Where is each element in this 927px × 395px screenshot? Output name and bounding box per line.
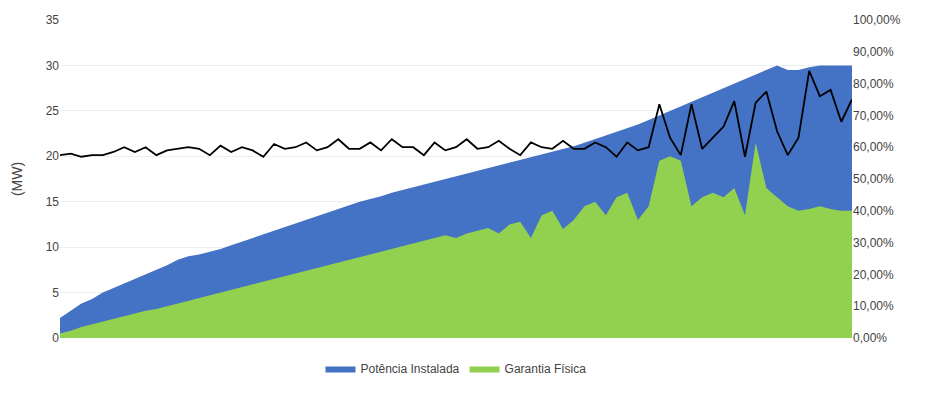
svg-text:40,00%: 40,00% [853, 204, 894, 218]
svg-text:20,00%: 20,00% [853, 268, 894, 282]
svg-text:0: 0 [52, 331, 59, 345]
svg-text:Potência Instalada: Potência Instalada [361, 362, 460, 376]
svg-text:100,00%: 100,00% [853, 13, 901, 27]
svg-text:25: 25 [46, 104, 60, 118]
svg-text:0,00%: 0,00% [853, 331, 887, 345]
svg-text:50,00%: 50,00% [853, 172, 894, 186]
svg-text:15: 15 [46, 195, 60, 209]
svg-text:30: 30 [46, 59, 60, 73]
svg-text:80,00%: 80,00% [853, 77, 894, 91]
svg-text:10: 10 [46, 240, 60, 254]
svg-text:70,00%: 70,00% [853, 109, 894, 123]
svg-text:10,00%: 10,00% [853, 299, 894, 313]
svg-text:Garantia Física: Garantia Física [505, 362, 587, 376]
svg-text:60,00%: 60,00% [853, 140, 894, 154]
svg-text:5: 5 [52, 286, 59, 300]
svg-text:30,00%: 30,00% [853, 236, 894, 250]
svg-text:(MW): (MW) [9, 162, 25, 196]
svg-text:20: 20 [46, 149, 60, 163]
svg-text:90,00%: 90,00% [853, 45, 894, 59]
svg-text:35: 35 [46, 13, 60, 27]
